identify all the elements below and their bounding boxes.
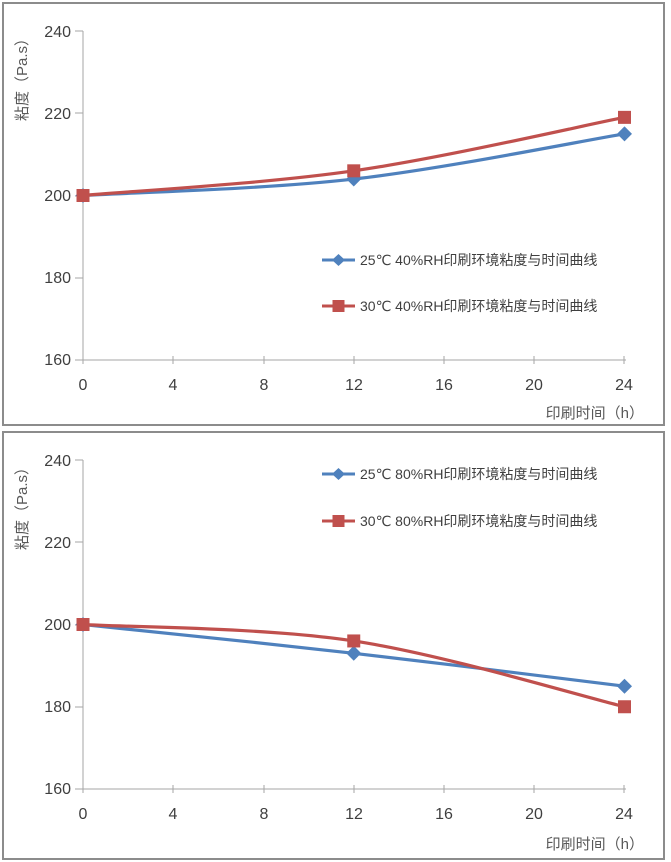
xtick: 0 <box>79 377 88 394</box>
xtick: 24 <box>615 377 633 394</box>
xtick: 4 <box>169 806 178 823</box>
ytick: 160 <box>44 352 71 369</box>
xtick: 12 <box>345 806 363 823</box>
y-axis-title: 粘度（Pa.s） <box>14 31 31 121</box>
diamond-data-point <box>617 126 632 142</box>
chart-80rh: 240 220 200 180 160 0 4 8 12 16 20 24 粘度… <box>14 453 644 853</box>
xtick: 4 <box>169 377 178 394</box>
ytick: 200 <box>44 617 71 634</box>
xtick: 16 <box>435 806 453 823</box>
square-marker-icon <box>332 300 345 312</box>
square-data-point <box>76 189 90 202</box>
legend-label-series-1: 25℃ 40%RH印刷环境粘度与时间曲线 <box>360 252 597 268</box>
xtick: 24 <box>615 806 633 823</box>
square-data-point <box>618 110 631 124</box>
ytick: 220 <box>44 106 71 123</box>
x-axis-title: 印刷时间（h） <box>546 405 644 422</box>
diamond-marker-icon <box>332 468 345 480</box>
chart-40rh-frame: 240 220 200 180 160 0 4 8 12 16 20 24 粘度… <box>2 2 665 426</box>
square-data-point <box>347 634 361 648</box>
legend: 25℃ 80%RH印刷环境粘度与时间曲线 30℃ 80%RH印刷环境粘度与时间曲… <box>322 466 597 529</box>
legend-label-series-2: 30℃ 40%RH印刷环境粘度与时间曲线 <box>360 298 597 314</box>
xtick: 20 <box>525 377 543 394</box>
square-data-point <box>618 700 631 714</box>
legend-label-series-2: 30℃ 80%RH印刷环境粘度与时间曲线 <box>360 513 597 529</box>
ytick: 180 <box>44 270 71 287</box>
xtick: 8 <box>260 806 269 823</box>
xtick: 0 <box>79 806 88 823</box>
legend: 25℃ 40%RH印刷环境粘度与时间曲线 30℃ 40%RH印刷环境粘度与时间曲… <box>322 252 597 314</box>
x-axis: 0 4 8 12 16 20 24 <box>79 356 633 394</box>
x-axis-title: 印刷时间（h） <box>546 836 644 853</box>
ytick: 240 <box>44 453 71 470</box>
series-layer <box>75 110 632 203</box>
xtick: 12 <box>345 377 363 394</box>
legend-label-series-1: 25℃ 80%RH印刷环境粘度与时间曲线 <box>360 466 597 482</box>
ytick: 160 <box>44 781 71 798</box>
diamond-marker-icon <box>332 254 345 266</box>
y-axis-title: 粘度（Pa.s） <box>14 460 31 550</box>
square-data-point <box>76 618 90 631</box>
chart-80rh-frame: 240 220 200 180 160 0 4 8 12 16 20 24 粘度… <box>2 431 665 860</box>
x-axis: 0 4 8 12 16 20 24 <box>79 785 633 823</box>
diamond-data-point <box>346 645 362 661</box>
ytick: 180 <box>44 699 71 716</box>
xtick: 16 <box>435 377 453 394</box>
series-layer <box>75 617 632 714</box>
square-data-point <box>347 164 361 178</box>
diamond-data-point <box>617 678 632 694</box>
ytick: 220 <box>44 535 71 552</box>
xtick: 8 <box>260 377 269 394</box>
square-marker-icon <box>332 515 345 527</box>
ytick: 240 <box>44 24 71 41</box>
ytick: 200 <box>44 188 71 205</box>
xtick: 20 <box>525 806 543 823</box>
chart-40rh: 240 220 200 180 160 0 4 8 12 16 20 24 粘度… <box>14 24 644 422</box>
y-axis: 240 220 200 180 160 <box>44 24 84 369</box>
